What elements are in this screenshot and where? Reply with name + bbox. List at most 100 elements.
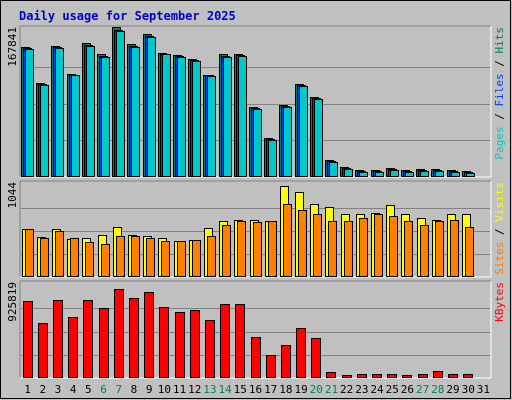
- panel-visits-sites: 1044 Sites / Visits: [6, 180, 506, 278]
- x-tick-label: 1: [24, 383, 31, 396]
- x-tick-label: 30: [462, 383, 475, 396]
- bar-kbytes-day-8: [129, 298, 139, 378]
- bar-pages-day-3: [55, 48, 64, 177]
- bar-sites-day-5: [85, 242, 94, 277]
- bar-kbytes-day-19: [296, 328, 306, 378]
- bar-kbytes-day-15: [235, 304, 245, 378]
- x-tick-label: 3: [55, 383, 62, 396]
- y-max-label: 1044: [6, 182, 19, 209]
- bar-pages-day-20: [314, 99, 323, 177]
- bar-kbytes-day-17: [266, 355, 276, 378]
- bar-sites-day-9: [146, 238, 155, 277]
- x-tick-label: 29: [446, 383, 459, 396]
- bar-pages-day-7: [116, 31, 125, 177]
- legend-entry-sites: Sites: [493, 242, 506, 275]
- legend-entry-files: Files: [493, 73, 506, 106]
- x-tick-label: 28: [431, 383, 444, 396]
- y-max-label: 167841: [6, 27, 19, 67]
- x-tick-label: 7: [115, 383, 122, 396]
- bar-kbytes-day-30: [463, 374, 473, 378]
- bar-pages-day-16: [253, 109, 262, 177]
- bar-sites-day-20: [313, 214, 322, 277]
- bar-kbytes-day-6: [99, 308, 109, 378]
- bar-kbytes-day-2: [38, 323, 48, 378]
- legend-separator: /: [493, 54, 506, 74]
- bar-kbytes-day-11: [175, 312, 185, 378]
- bar-pages-day-5: [86, 46, 95, 177]
- bar-sites-day-8: [131, 236, 140, 277]
- bar-sites-day-17: [268, 221, 277, 277]
- legend-entry-kbytes: KBytes: [493, 282, 506, 322]
- x-tick-label: 31: [477, 383, 490, 396]
- bar-kbytes-day-25: [387, 374, 397, 378]
- bar-pages-day-6: [101, 57, 110, 177]
- x-tick-label: 25: [386, 383, 399, 396]
- bar-pages-day-26: [405, 172, 414, 177]
- bar-sites-day-10: [161, 241, 170, 277]
- bar-kbytes-day-10: [159, 307, 169, 378]
- bar-kbytes-day-27: [418, 374, 428, 378]
- bar-pages-day-15: [238, 56, 247, 177]
- bar-kbytes-day-16: [251, 337, 261, 378]
- bar-pages-day-30: [466, 173, 475, 177]
- bar-pages-day-23: [359, 172, 368, 177]
- x-tick-label: 14: [218, 383, 232, 396]
- x-tick-label: 5: [85, 383, 92, 396]
- bar-sites-day-29: [450, 220, 459, 277]
- x-tick-label: 21: [325, 383, 338, 396]
- bar-pages-day-14: [223, 57, 232, 177]
- panel-hits-files-pages: 167841 Pages / Files / Hits: [6, 25, 506, 178]
- bar-pages-day-22: [344, 169, 353, 177]
- panels: 167841 Pages / Files / Hits 1044 Sites / Vi…: [6, 25, 506, 379]
- bar-kbytes-day-24: [372, 374, 382, 378]
- bar-sites-day-27: [420, 225, 429, 277]
- bar-pages-day-1: [25, 49, 34, 177]
- chart-title: Daily usage for September 2025: [19, 9, 236, 23]
- x-tick-label: 13: [203, 383, 216, 396]
- panel-kbytes: 925819 KBytes: [6, 280, 506, 379]
- bar-kbytes-day-7: [114, 289, 124, 378]
- bar-pages-day-9: [147, 37, 156, 177]
- x-tick-label: 27: [416, 383, 429, 396]
- bar-sites-day-21: [328, 221, 337, 277]
- x-tick-label: 26: [401, 383, 414, 396]
- x-axis: 1 2 3 4 5 6 7 8 9 10 11 12 13 14 15 16 17 18 19 20 21 22 23 24 2…: [24, 383, 490, 396]
- bar-sites-day-4: [70, 238, 79, 277]
- x-tick-label: 20: [310, 383, 323, 396]
- bar-kbytes-day-9: [144, 292, 154, 378]
- bar-sites-day-6: [101, 244, 110, 277]
- bar-sites-day-16: [253, 222, 262, 277]
- x-tick-label: 23: [355, 383, 368, 396]
- bar-sites-day-15: [237, 221, 246, 277]
- bar-kbytes-day-21: [326, 372, 336, 378]
- bar-kbytes-day-1: [23, 301, 33, 378]
- bar-kbytes-day-3: [53, 300, 63, 378]
- x-tick-label: 10: [158, 383, 171, 396]
- bar-pages-day-28: [435, 171, 444, 177]
- legend-visits-sites: Sites / Visits: [493, 182, 506, 275]
- bar-sites-day-11: [177, 241, 186, 277]
- bar-sites-day-25: [389, 216, 398, 277]
- bar-kbytes-day-22: [342, 375, 352, 378]
- bar-pages-day-27: [420, 171, 429, 177]
- x-tick-label: 18: [279, 383, 292, 396]
- bar-kbytes-day-26: [402, 375, 412, 378]
- bar-sites-day-7: [116, 236, 125, 277]
- bar-pages-day-2: [40, 85, 49, 177]
- bar-kbytes-day-29: [448, 374, 458, 378]
- bar-sites-day-24: [374, 214, 383, 277]
- bar-pages-day-10: [162, 54, 171, 177]
- x-tick-label: 22: [340, 383, 353, 396]
- bar-kbytes-day-13: [205, 320, 215, 378]
- bar-pages-day-25: [390, 170, 399, 177]
- x-tick-label: 8: [131, 383, 138, 396]
- x-tick-label: 2: [39, 383, 46, 396]
- bar-kbytes-day-12: [190, 310, 200, 378]
- bar-sites-day-23: [359, 218, 368, 277]
- bar-pages-day-4: [71, 75, 80, 177]
- bar-pages-day-11: [177, 57, 186, 177]
- bar-pages-day-21: [329, 162, 338, 177]
- legend-entry-pages: Pages: [493, 126, 506, 159]
